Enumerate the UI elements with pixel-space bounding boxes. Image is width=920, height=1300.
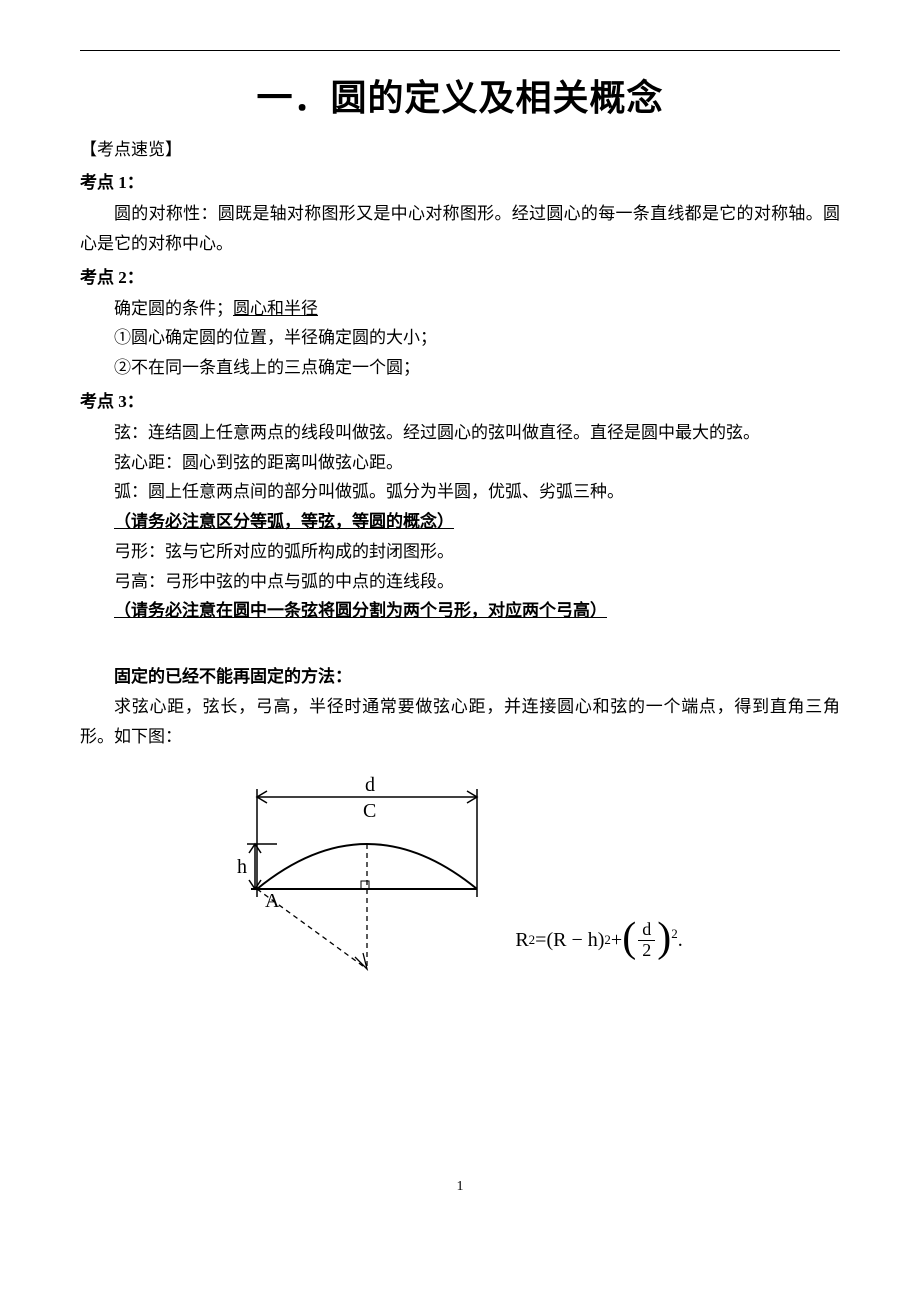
point2-line1: 确定圆的条件；圆心和半径 bbox=[80, 294, 840, 324]
point2-item2: ②不在同一条直线上的三点确定一个圆； bbox=[80, 353, 840, 383]
point3-sagitta: 弓高：弓形中弦的中点与弧的中点的连线段。 bbox=[80, 567, 840, 597]
formula-frac-num: d bbox=[638, 920, 655, 941]
formula-lp1: ( bbox=[546, 929, 553, 952]
top-rule bbox=[80, 50, 840, 51]
method-heading: 固定的已经不能再固定的方法： bbox=[80, 662, 840, 692]
point3-heading: 考点 3： bbox=[80, 387, 840, 412]
point3-segment: 弓形：弦与它所对应的弧所构成的封闭图形。 bbox=[80, 537, 840, 567]
formula-R1: R bbox=[515, 929, 528, 952]
formula: R2 = (R − h)2 + ( d 2 )2 . bbox=[515, 919, 682, 961]
point2-item1: ①圆心确定圆的位置，半径确定圆的大小； bbox=[80, 323, 840, 353]
point3-chord: 弦：连结圆上任意两点的线段叫做弦。经过圆心的弦叫做直径。直径是圆中最大的弦。 bbox=[80, 418, 840, 448]
label-h: h bbox=[237, 856, 247, 878]
geometry-diagram: d C h A bbox=[237, 769, 497, 979]
page-number: 1 bbox=[80, 1179, 840, 1195]
label-C: C bbox=[363, 800, 376, 822]
point3-chord-dist: 弦心距：圆心到弦的距离叫做弦心距。 bbox=[80, 448, 840, 478]
formula-big-lp: ( bbox=[622, 917, 636, 959]
figure-container: d C h A R2 = (R − h)2 + ( d 2 )2 . bbox=[80, 769, 840, 979]
formula-Rmh: R − h bbox=[553, 929, 598, 952]
point3-note1: （请务必注意区分等弧，等弦，等圆的概念） bbox=[80, 507, 840, 537]
point1-heading: 考点 1： bbox=[80, 168, 840, 193]
point3-note2: （请务必注意在圆中一条弦将圆分割为两个弓形，对应两个弓高） bbox=[80, 596, 840, 626]
point3-arc: 弧：圆上任意两点间的部分叫做弧。弧分为半圆，优弧、劣弧三种。 bbox=[80, 477, 840, 507]
point2-heading: 考点 2： bbox=[80, 263, 840, 288]
label-d: d bbox=[365, 774, 375, 796]
formula-eq: = bbox=[535, 929, 546, 952]
overview-label: 【考点速览】 bbox=[80, 135, 840, 160]
point2-line1-pre: 确定圆的条件； bbox=[114, 299, 233, 318]
method-text: 求弦心距，弦长，弓高，半径时通常要做弦心距，并连接圆心和弦的一个端点，得到直角三… bbox=[80, 692, 840, 752]
point1-text: 圆的对称性：圆既是轴对称图形又是中心对称图形。经过圆心的每一条直线都是它的对称轴… bbox=[80, 199, 840, 259]
formula-period: . bbox=[678, 929, 683, 952]
label-A: A bbox=[265, 890, 280, 912]
formula-frac: d 2 bbox=[638, 920, 655, 961]
formula-plus: + bbox=[611, 929, 622, 952]
formula-rp1: ) bbox=[598, 929, 605, 952]
formula-frac-den: 2 bbox=[638, 941, 655, 961]
formula-big-rp: ) bbox=[657, 917, 671, 959]
point2-line1-underline: 圆心和半径 bbox=[233, 299, 318, 318]
page-title: 一．圆的定义及相关概念 bbox=[80, 69, 840, 121]
formula-exp3: 2 bbox=[671, 926, 678, 942]
